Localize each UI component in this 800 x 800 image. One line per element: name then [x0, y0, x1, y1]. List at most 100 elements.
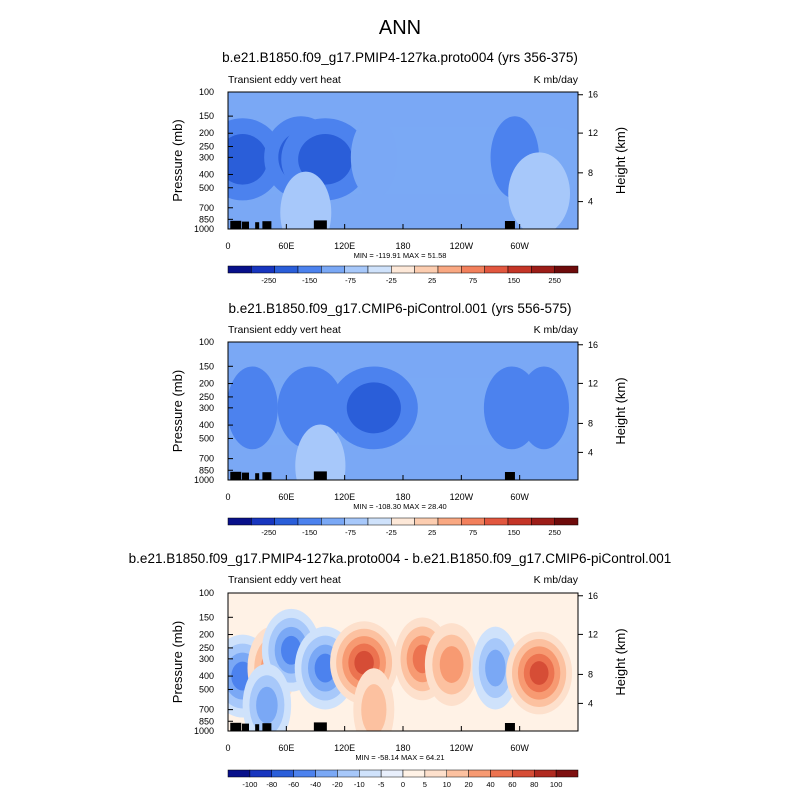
topography: [262, 221, 272, 229]
x-tick-label: 120W: [450, 241, 474, 251]
colorbar-swatch: [274, 265, 299, 274]
heatmap-area: [228, 92, 578, 229]
colorbar-swatch: [344, 517, 369, 526]
colorbar-swatch: [437, 517, 462, 526]
colorbar-swatch: [534, 769, 557, 778]
y-right-axis-title: Height (km): [613, 377, 628, 444]
y-tick-label: 200: [199, 128, 214, 138]
y-right-tick-label: 8: [588, 418, 593, 428]
colorbar-swatch: [249, 769, 272, 778]
panel-3: b.e21.B1850.f09_g17.PMIP4-127ka.proto004…: [129, 551, 672, 789]
colorbar-swatch: [391, 517, 415, 526]
colorbar-swatch: [446, 769, 469, 778]
colorbar-swatch: [437, 265, 462, 274]
topography: [313, 471, 327, 480]
y-right-tick-label: 4: [588, 197, 593, 207]
contour-region: [280, 171, 332, 229]
colorbar-swatch: [507, 517, 532, 526]
panel-2: b.e21.B1850.f09_g17.CMIP6-piControl.001 …: [170, 301, 628, 537]
colorbar-label: -75: [345, 276, 356, 285]
colorbar-label: 75: [469, 276, 477, 285]
colorbar-swatch: [367, 265, 392, 274]
colorbar-swatch: [484, 517, 509, 526]
colorbar-swatch: [315, 769, 338, 778]
colorbar-swatch: [512, 769, 535, 778]
colorbar-swatch: [251, 265, 275, 274]
contour-region: [346, 382, 401, 434]
contour-region: [256, 686, 278, 724]
colorbar-label: -250: [261, 276, 276, 285]
colorbar-label: -150: [302, 276, 317, 285]
colorbar-swatch: [297, 265, 322, 274]
y-tick-label: 850: [199, 716, 214, 726]
x-tick-label: 60E: [278, 743, 294, 753]
y-right-tick-label: 8: [588, 669, 593, 679]
colorbar-swatch: [297, 517, 322, 526]
min-max-label: MIN = -58.14 MAX = 64.21: [355, 753, 444, 762]
colorbar-swatch: [490, 769, 513, 778]
y-tick-label: 850: [199, 214, 214, 224]
colorbar-label: 20: [464, 780, 472, 789]
y-right-tick-label: 16: [588, 90, 598, 100]
y-tick-label: 150: [199, 111, 214, 121]
contour-region: [485, 649, 506, 687]
x-tick-label: 180: [395, 743, 410, 753]
y-tick-label: 500: [199, 183, 214, 193]
panel-field-label: Transient eddy vert heat: [228, 324, 341, 336]
colorbar-label: -40: [310, 780, 321, 789]
colorbar-swatch: [271, 769, 294, 778]
y-right-tick-label: 12: [588, 629, 598, 639]
colorbar-label: -80: [266, 780, 277, 789]
contour-region: [439, 646, 464, 683]
y-tick-label: 250: [199, 643, 214, 653]
contour-region: [508, 152, 570, 229]
colorbar-label: -250: [261, 528, 276, 537]
topography: [242, 221, 249, 229]
x-tick-label: 0: [225, 743, 230, 753]
panel-title: b.e21.B1850.f09_g17.PMIP4-127ka.proto004…: [129, 551, 672, 566]
y-tick-label: 850: [199, 465, 214, 475]
colorbar-label: 100: [550, 780, 563, 789]
y-right-tick-label: 12: [588, 128, 598, 138]
contour-region: [295, 424, 346, 480]
panel-field-label: Transient eddy vert heat: [228, 574, 341, 586]
topography: [262, 723, 272, 731]
colorbar-label: 40: [486, 780, 494, 789]
topography: [313, 220, 327, 229]
colorbar: -100 -80 -60 -40 -20 -10 -5 0 5 10 20 40 60 80 100: [227, 769, 579, 789]
colorbar-swatch: [337, 769, 360, 778]
colorbar-swatch: [554, 265, 579, 274]
colorbar-label: 10: [443, 780, 451, 789]
colorbar-swatch: [531, 265, 555, 274]
y-tick-label: 250: [199, 392, 214, 402]
y-tick-label: 1000: [194, 475, 214, 485]
colorbar-swatch: [424, 769, 447, 778]
contour-region: [350, 116, 397, 199]
y-tick-label: 500: [199, 433, 214, 443]
colorbar-label: 75: [469, 528, 477, 537]
panel-units-label: K mb/day: [534, 324, 579, 336]
colorbar-swatch: [321, 517, 345, 526]
y-right-axis-title: Height (km): [613, 628, 628, 695]
y-tick-label: 700: [199, 203, 214, 213]
colorbar-swatch: [293, 769, 316, 778]
colorbar-swatch: [344, 265, 369, 274]
min-max-label: MIN = -119.91 MAX = 51.58: [354, 251, 447, 260]
colorbar-swatch: [484, 265, 509, 274]
contour-region: [354, 650, 374, 675]
colorbar-label: 150: [508, 528, 521, 537]
y-tick-label: 300: [199, 654, 214, 664]
colorbar-swatch: [321, 265, 345, 274]
y-tick-label: 150: [199, 612, 214, 622]
x-tick-label: 60W: [510, 241, 529, 251]
topography: [313, 722, 327, 731]
x-tick-label: 120W: [450, 492, 474, 502]
heatmap-area: [228, 593, 578, 731]
colorbar-swatch: [359, 769, 382, 778]
topography: [255, 473, 260, 480]
contour-region: [228, 134, 268, 185]
y-tick-label: 400: [199, 169, 214, 179]
x-tick-label: 120E: [334, 241, 355, 251]
y-tick-label: 100: [199, 337, 214, 347]
y-right-axis-title: Height (km): [613, 127, 628, 194]
